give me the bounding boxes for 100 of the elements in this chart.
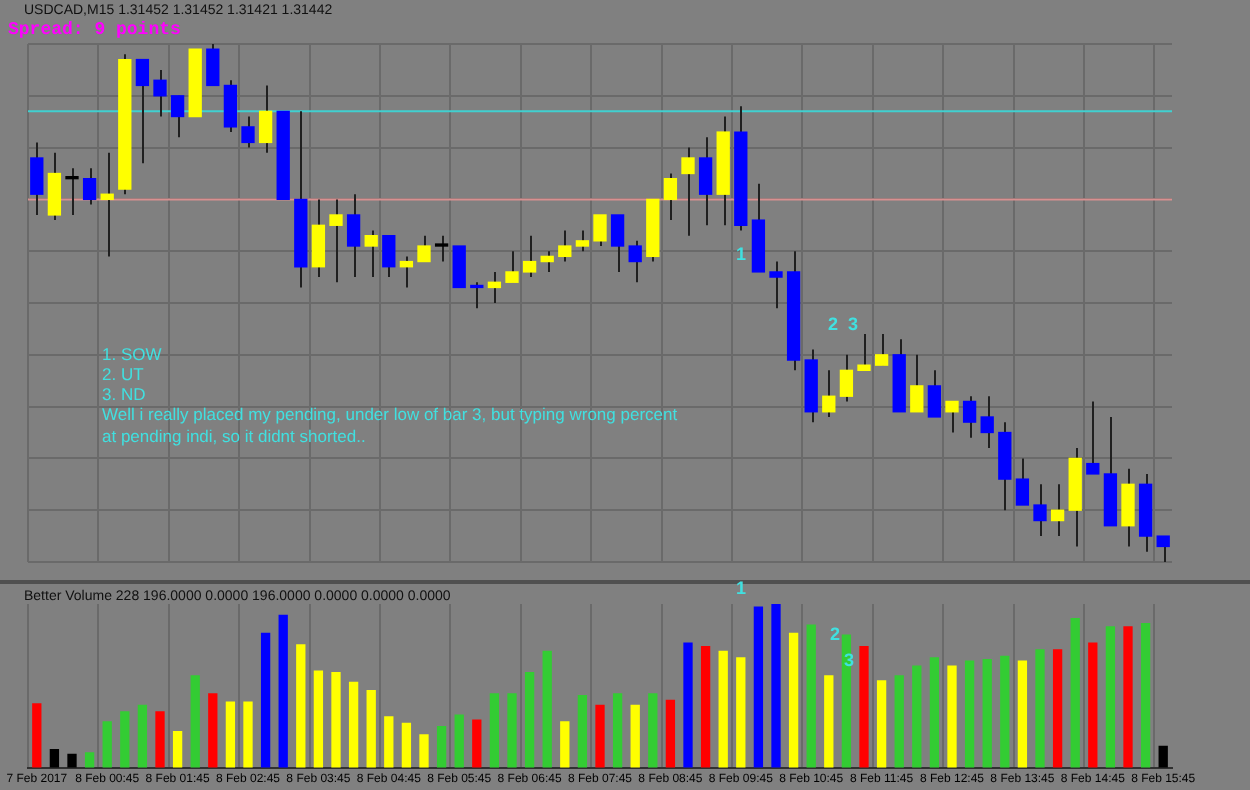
bar xyxy=(507,693,517,768)
candlestick xyxy=(1050,483,1065,538)
candlestick xyxy=(575,229,590,253)
annotation: 1 xyxy=(736,244,747,265)
bar xyxy=(1158,745,1168,768)
bar xyxy=(612,693,623,768)
text: 1 xyxy=(736,578,747,599)
candlestick xyxy=(82,167,97,206)
candlestick xyxy=(258,84,273,154)
bar xyxy=(260,632,271,768)
bar xyxy=(1035,649,1045,768)
bar xyxy=(1000,655,1010,768)
candlestick xyxy=(153,68,167,118)
bar xyxy=(876,680,887,768)
bar xyxy=(1052,649,1063,768)
bar xyxy=(67,753,77,768)
candlestick xyxy=(487,270,502,304)
candlestick xyxy=(329,198,343,284)
bar xyxy=(947,665,957,768)
candlestick xyxy=(927,369,942,418)
bar xyxy=(436,726,447,768)
candlestick xyxy=(874,333,889,367)
bar xyxy=(472,719,482,768)
candlestick xyxy=(100,151,114,258)
annotation: 2 xyxy=(830,624,841,645)
candlestick xyxy=(1015,457,1030,507)
bar xyxy=(190,675,200,768)
annotation: 3. ND xyxy=(102,384,146,405)
bar xyxy=(278,614,288,768)
bar xyxy=(806,624,816,768)
bar xyxy=(964,660,975,768)
bar xyxy=(700,645,711,768)
bar xyxy=(929,657,940,768)
candlestick xyxy=(1086,400,1100,475)
bar xyxy=(348,681,359,768)
candlestick xyxy=(857,333,871,372)
candlestick xyxy=(822,369,836,418)
bar xyxy=(120,711,130,768)
bar xyxy=(542,650,552,768)
bar xyxy=(982,658,992,768)
bar xyxy=(313,670,324,768)
bar xyxy=(859,645,869,768)
bar xyxy=(595,704,605,768)
annotation: 3 xyxy=(848,314,859,335)
bar xyxy=(296,644,306,768)
candlestick xyxy=(593,213,607,248)
bar xyxy=(524,672,535,768)
bar xyxy=(824,675,834,768)
bar xyxy=(771,604,781,768)
candlestick xyxy=(610,213,625,273)
candlestick xyxy=(522,234,537,279)
candlestick xyxy=(382,234,396,279)
candlestick xyxy=(663,172,678,222)
bar xyxy=(225,701,236,768)
bar xyxy=(155,711,165,768)
candlestick xyxy=(206,43,220,87)
candlestick xyxy=(945,400,959,434)
annotation: 3 xyxy=(844,650,855,671)
annotation: Well i really placed my pending, under low of bar 3, but typing wrong percent at pending indi, so it didnt shorted.. xyxy=(102,404,680,446)
candlestick xyxy=(769,260,783,310)
bar xyxy=(1140,622,1151,768)
candlestick xyxy=(241,115,255,149)
bar xyxy=(32,703,42,768)
candlestick xyxy=(540,250,554,273)
candlestick xyxy=(30,141,44,216)
candlestick xyxy=(170,94,185,139)
bar xyxy=(1088,642,1098,768)
bar xyxy=(577,694,588,768)
candlestick xyxy=(135,58,150,165)
bar xyxy=(736,657,746,768)
bar xyxy=(454,714,464,768)
bar xyxy=(366,690,376,768)
bar xyxy=(665,699,676,768)
candlestick xyxy=(364,229,378,279)
annotation: 2. UT xyxy=(102,364,144,385)
bar xyxy=(84,752,95,768)
candlestick xyxy=(962,395,977,439)
chart-subtitle: Spread: 9 points xyxy=(8,20,181,40)
candlestick xyxy=(1156,535,1170,563)
candlestick xyxy=(1033,483,1047,538)
bar xyxy=(841,634,852,768)
bar xyxy=(912,665,922,768)
candlestick xyxy=(998,421,1012,512)
bar xyxy=(1105,626,1116,768)
candlestick xyxy=(399,255,414,289)
candlestick xyxy=(47,151,62,222)
bar xyxy=(683,642,693,768)
candlestick xyxy=(558,229,572,263)
bar xyxy=(788,632,799,768)
candlestick xyxy=(910,353,924,413)
bar xyxy=(718,650,728,768)
bar xyxy=(630,704,640,768)
bar xyxy=(102,721,112,768)
annotation: 2 xyxy=(828,314,839,335)
candlestick xyxy=(65,167,79,216)
bar xyxy=(243,701,253,768)
candlestick xyxy=(311,198,326,279)
candlestick xyxy=(452,245,466,289)
candlestick xyxy=(839,353,854,403)
bar xyxy=(384,716,394,768)
